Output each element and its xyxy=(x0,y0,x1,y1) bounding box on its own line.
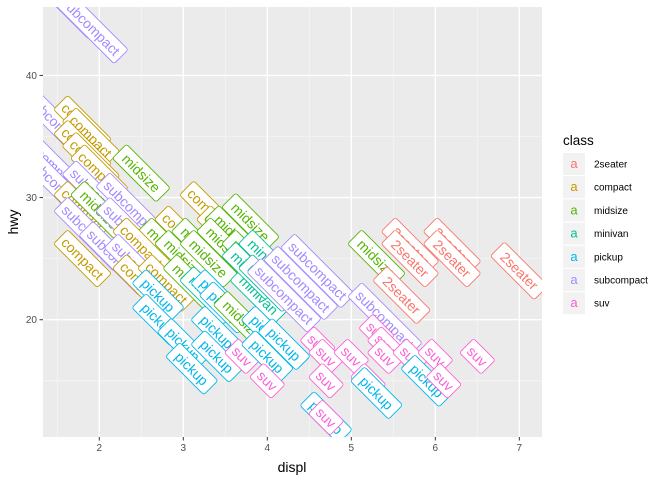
label-box xyxy=(350,367,403,419)
y-tick-label: 20 xyxy=(26,315,38,326)
legend-key-glyph: a xyxy=(570,249,578,264)
x-tick-label: 7 xyxy=(517,443,523,454)
legend-key-bg xyxy=(563,199,585,222)
legend-label: pickup xyxy=(594,252,623,263)
axes: 2 3 4 5 6 7 20 30 40 xyxy=(26,71,523,454)
label-box xyxy=(222,193,279,251)
y-tick-label: 30 xyxy=(26,193,38,204)
legend-key-glyph: a xyxy=(570,179,578,194)
label-box xyxy=(381,230,439,287)
legend-key-glyph: a xyxy=(570,272,578,287)
label-box xyxy=(423,230,481,287)
legend-key-compact: a compact xyxy=(563,176,632,199)
legend-label: subcompact xyxy=(594,276,648,287)
legend-label: midsize xyxy=(594,206,628,217)
label-box xyxy=(373,266,431,324)
label-box xyxy=(250,363,285,399)
x-tick-label: 5 xyxy=(349,443,355,454)
label-box xyxy=(54,230,111,287)
legend-key-bg xyxy=(563,222,585,245)
y-axis-label: hwy xyxy=(5,210,21,235)
legend-key-glyph: a xyxy=(570,295,578,310)
legend-label: minivan xyxy=(594,229,628,240)
legend-key-suv: a suv xyxy=(563,292,610,315)
label-box xyxy=(460,339,495,374)
label-box xyxy=(308,400,344,435)
legend-key-bg xyxy=(563,176,585,199)
label-box xyxy=(264,246,338,320)
legend-key-bg xyxy=(563,292,585,315)
x-tick-label: 6 xyxy=(433,443,439,454)
label-box xyxy=(54,7,128,64)
legend-label: compact xyxy=(594,183,632,194)
label-box xyxy=(490,242,542,300)
legend-key-subcompact: a subcompact xyxy=(563,269,648,291)
legend-key-bg xyxy=(563,269,585,291)
data-label-suv: suv xyxy=(418,339,453,374)
label-box xyxy=(191,330,243,382)
data-label-pickup: pickup xyxy=(258,318,310,370)
x-tick-label: 3 xyxy=(181,443,187,454)
legend-key-bg xyxy=(563,245,585,268)
legend-key-midsize: a midsize xyxy=(563,199,628,222)
label-box xyxy=(166,343,218,395)
x-tick-label: 4 xyxy=(265,443,271,454)
label-box xyxy=(367,339,403,374)
label-box xyxy=(308,339,344,374)
legend-title: class xyxy=(563,133,594,148)
legend-key-glyph: a xyxy=(570,156,578,171)
legend-key-glyph: a xyxy=(570,226,578,241)
legend-key-bg xyxy=(563,153,585,175)
label-box xyxy=(241,330,293,382)
legend: class a 2seater a compact a midsize a minivan a p… xyxy=(563,133,648,315)
legend-label: suv xyxy=(594,299,610,310)
y-tick-label: 40 xyxy=(26,71,38,82)
label-box xyxy=(112,144,170,202)
legend-key-2seater: a 2seater xyxy=(563,153,628,175)
label-box xyxy=(247,258,321,332)
legend-key-minivan: a minivan xyxy=(563,222,628,245)
label-box xyxy=(426,363,461,399)
legend-key-pickup: a pickup xyxy=(563,245,623,268)
label-box xyxy=(258,318,310,370)
label-box xyxy=(308,363,344,399)
legend-label: 2seater xyxy=(594,160,628,171)
label-box xyxy=(418,339,453,374)
label-box xyxy=(281,234,355,308)
x-tick-label: 2 xyxy=(97,443,103,454)
x-axis-label: displ xyxy=(278,459,307,475)
legend-key-glyph: a xyxy=(570,202,578,217)
